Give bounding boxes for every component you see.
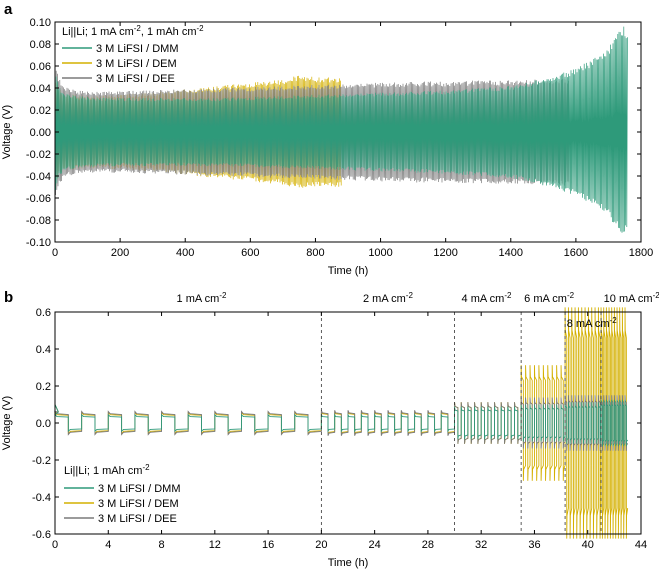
x-tick-label: 20 <box>315 539 327 551</box>
x-tick-label: 200 <box>111 247 129 259</box>
panel-a-series <box>55 26 628 233</box>
y-tick-label: -0.08 <box>26 215 51 227</box>
panel-a-legend-title: Li||Li; 1 mA cm-2, 1 mAh cm-2 <box>62 24 204 38</box>
y-tick-label: 0.08 <box>30 39 51 51</box>
series-line-dmm <box>55 26 628 233</box>
y-tick-label: 0.04 <box>30 83 51 95</box>
series-line-dmm <box>54 399 629 447</box>
y-tick-label: 0.4 <box>36 344 51 356</box>
y-tick-label: 0.02 <box>30 105 51 117</box>
legend-a-label-dee: 3 M LiFSI / DEE <box>96 73 175 85</box>
x-tick-label: 4 <box>105 539 111 551</box>
y-tick-label: -0.06 <box>26 193 51 205</box>
panel-b: 0 4 8 12 16 20 24 28 32 36 40 44 -0.6 -0.4 -0.2 0.0 0.2 0… <box>1 291 659 569</box>
y-tick-label: 0.00 <box>30 127 51 139</box>
y-tick-label: -0.6 <box>32 529 51 541</box>
y-tick-label: -0.10 <box>26 237 51 249</box>
x-tick-label: 1200 <box>433 247 457 259</box>
x-tick-label: 1600 <box>564 247 588 259</box>
y-tick-label: 0.2 <box>36 381 51 393</box>
rate-annotation: 1 mA cm-2 <box>177 291 227 305</box>
y-tick-label: -0.4 <box>32 492 51 504</box>
rate-annotation: 2 mA cm-2 <box>363 291 413 305</box>
x-tick-label: 40 <box>582 539 594 551</box>
x-tick-label: 0 <box>52 539 58 551</box>
y-tick-label: -0.02 <box>26 149 51 161</box>
y-tick-label: -0.2 <box>32 455 51 467</box>
y-tick-label: -0.04 <box>26 171 51 183</box>
x-tick-label: 0 <box>52 247 58 259</box>
y-tick-label: 0.06 <box>30 61 51 73</box>
legend-b-label-dem: 3 M LiFSI / DEM <box>98 498 179 510</box>
panel-a-ticks: 0 200 400 600 800 1000 1200 1400 1600 1800 -0.10 -0… <box>26 17 653 259</box>
panel-b-ylabel: Voltage (V) <box>1 396 13 450</box>
y-tick-label: 0.6 <box>36 307 51 319</box>
y-tick-label: 0.0 <box>36 418 51 430</box>
x-tick-label: 1000 <box>368 247 392 259</box>
x-tick-label: 600 <box>241 247 259 259</box>
x-tick-label: 1800 <box>629 247 653 259</box>
x-tick-label: 400 <box>176 247 194 259</box>
x-tick-label: 1400 <box>499 247 523 259</box>
panel-label-b: b <box>4 289 13 306</box>
legend-a-label-dmm: 3 M LiFSI / DMM <box>96 43 179 55</box>
y-tick-label: 0.10 <box>30 17 51 29</box>
panel-a: 0 200 400 600 800 1000 1200 1400 1600 1800 -0.10 -0… <box>1 17 653 277</box>
rate-annotation: 10 mA cm-2 <box>604 291 659 305</box>
legend-a-label-dem: 3 M LiFSI / DEM <box>96 58 177 70</box>
panel-b-legend: Li||Li; 1 mAh cm-2 3 M LiFSI / DMM 3 M L… <box>64 463 181 525</box>
panel-b-ticks: 0 4 8 12 16 20 24 28 32 36 40 44 -0.6 -0.4 -0.2 0.0 0.2 0… <box>32 307 647 551</box>
x-tick-label: 24 <box>369 539 381 551</box>
panel-a-legend: Li||Li; 1 mA cm-2, 1 mAh cm-2 3 M LiFSI … <box>62 24 204 85</box>
legend-b-label-dmm: 3 M LiFSI / DMM <box>98 483 181 495</box>
x-tick-label: 800 <box>306 247 324 259</box>
x-tick-label: 28 <box>422 539 434 551</box>
rate-annotation: 6 mA cm-2 <box>524 291 574 305</box>
panel-a-xlabel: Time (h) <box>328 265 369 277</box>
x-tick-label: 32 <box>475 539 487 551</box>
rate-annotation: 4 mA cm-2 <box>462 291 512 305</box>
rate-annotation: 8 mA cm-2 <box>567 316 617 330</box>
legend-b-label-dee: 3 M LiFSI / DEE <box>98 513 177 525</box>
x-tick-label: 44 <box>635 539 647 551</box>
panel-b-legend-title: Li||Li; 1 mAh cm-2 <box>64 463 150 477</box>
panel-a-ylabel: Voltage (V) <box>1 105 13 159</box>
x-tick-label: 36 <box>528 539 540 551</box>
panel-b-xlabel: Time (h) <box>328 557 369 569</box>
panel-b-annotations: 1 mA cm-2 2 mA cm-2 4 mA cm-2 6 mA cm-2 8 mA… <box>177 291 659 330</box>
panel-label-a: a <box>4 1 13 18</box>
x-tick-label: 8 <box>158 539 164 551</box>
x-tick-label: 12 <box>209 539 221 551</box>
x-tick-label: 16 <box>262 539 274 551</box>
panel-b-dividers <box>320 312 602 534</box>
